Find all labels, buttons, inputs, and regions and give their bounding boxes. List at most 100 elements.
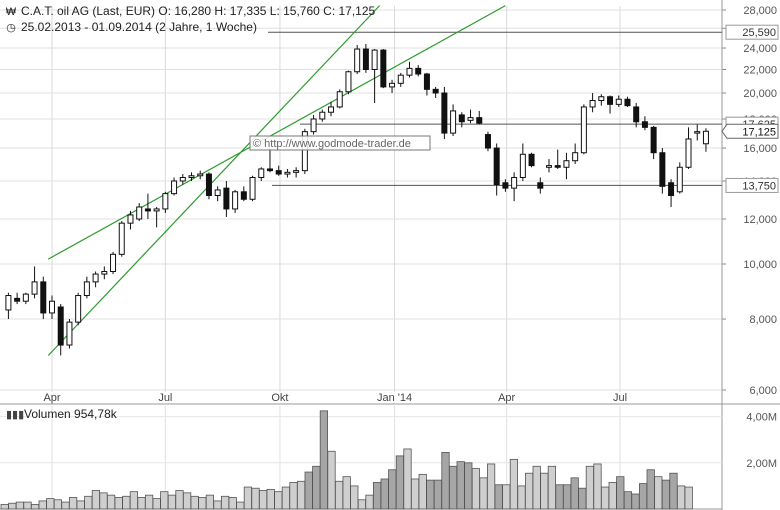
candle	[5, 292, 12, 320]
candle	[179, 174, 186, 185]
candle-body-down	[641, 121, 648, 128]
volume-bar	[144, 494, 154, 510]
volume-bar	[251, 487, 260, 510]
candle	[406, 61, 413, 78]
candle-body-down	[423, 73, 430, 90]
candle-body-down	[362, 48, 369, 70]
x-tick-label: Jul	[158, 392, 172, 404]
volume-bar	[312, 465, 321, 510]
candle	[676, 162, 683, 194]
candle-body-up	[179, 176, 186, 182]
volume-bar	[23, 501, 32, 510]
volume-bar	[456, 461, 465, 510]
volume-bar	[190, 495, 199, 510]
candle-body-down	[275, 170, 282, 175]
level-label-box	[725, 24, 779, 40]
candle-body-down	[14, 297, 21, 302]
candle-body-down	[493, 147, 500, 186]
candle-body-up	[188, 175, 195, 178]
candle-body-up	[127, 214, 134, 224]
volume-bar	[426, 479, 435, 510]
volume-bar	[114, 497, 123, 510]
y-tick-label: 20,000	[743, 88, 777, 100]
volume-bar	[601, 486, 610, 510]
candle	[450, 104, 457, 137]
candle	[75, 292, 82, 326]
candle	[572, 143, 579, 164]
volume-bar	[372, 482, 382, 510]
x-tick-label: Apr	[498, 392, 515, 404]
y-tick-label: 12,000	[743, 214, 777, 226]
volume-bar	[15, 501, 25, 510]
candle	[668, 179, 675, 207]
candle-body-up	[31, 281, 38, 295]
candle	[467, 109, 474, 124]
candle	[232, 189, 239, 213]
candle	[441, 86, 448, 139]
candle	[633, 103, 640, 128]
candle-body-up	[397, 74, 404, 84]
candle-body-up	[589, 100, 596, 108]
candle-body-up	[118, 222, 125, 255]
volume-bar	[76, 500, 85, 510]
candle	[171, 177, 178, 196]
candle-body-up	[319, 111, 326, 120]
candle	[310, 114, 317, 135]
candle-body-down	[432, 88, 439, 94]
volume-bar	[486, 463, 496, 510]
volume-bar	[623, 491, 633, 510]
candle-body-up	[371, 49, 378, 70]
candle-body-up	[92, 273, 99, 283]
volume-tick-label: 4,00M	[746, 412, 777, 424]
volume-bar	[350, 485, 359, 510]
candle-body-up	[694, 131, 701, 134]
y-tick-label: 24,000	[743, 43, 777, 55]
volume-bar	[228, 497, 237, 510]
volume-bar	[0, 503, 9, 510]
candle	[476, 110, 483, 125]
candle	[685, 127, 692, 169]
volume-bar	[570, 477, 579, 510]
volume-bar	[175, 490, 184, 510]
candle-body-up	[511, 176, 518, 189]
candle-body-up	[389, 82, 396, 88]
candle-body-down	[624, 98, 631, 107]
candle	[528, 152, 535, 168]
candle-body-down	[659, 152, 666, 187]
candle	[659, 148, 666, 194]
candle	[432, 86, 439, 98]
candle	[615, 95, 622, 107]
volume-bar	[502, 484, 511, 510]
volume-bar	[182, 492, 192, 510]
candle	[580, 104, 587, 155]
volume-bar	[266, 488, 275, 510]
candle-body-up	[615, 98, 622, 105]
volume-bar	[669, 472, 678, 510]
volume-bar	[410, 478, 420, 510]
candle-body-up	[49, 300, 55, 314]
candle-body-up	[83, 281, 90, 297]
volume-bar	[525, 472, 534, 510]
header-title: ₩ C.A.T. oil AG (Last, EUR) O: 16,280 H: …	[4, 3, 375, 19]
candle-body-up	[197, 173, 204, 177]
candle-body-up	[136, 206, 143, 220]
volume-bar	[418, 473, 427, 510]
candle	[31, 266, 38, 299]
volume-bar	[61, 501, 70, 510]
volume-bar	[441, 452, 450, 510]
candle-body-up	[310, 118, 317, 133]
level-label: 13,750	[742, 180, 776, 192]
volume-bar	[578, 487, 587, 510]
candle-body-up	[572, 152, 579, 162]
candle	[240, 186, 247, 202]
candle-body-down	[650, 126, 657, 154]
candle	[598, 94, 605, 106]
candle	[275, 165, 282, 176]
candle-body-up	[162, 193, 169, 210]
volume-bar	[464, 462, 473, 510]
candle	[336, 89, 343, 109]
volume-bar	[319, 410, 329, 510]
candle	[380, 49, 387, 89]
candle-body-up	[101, 271, 108, 275]
